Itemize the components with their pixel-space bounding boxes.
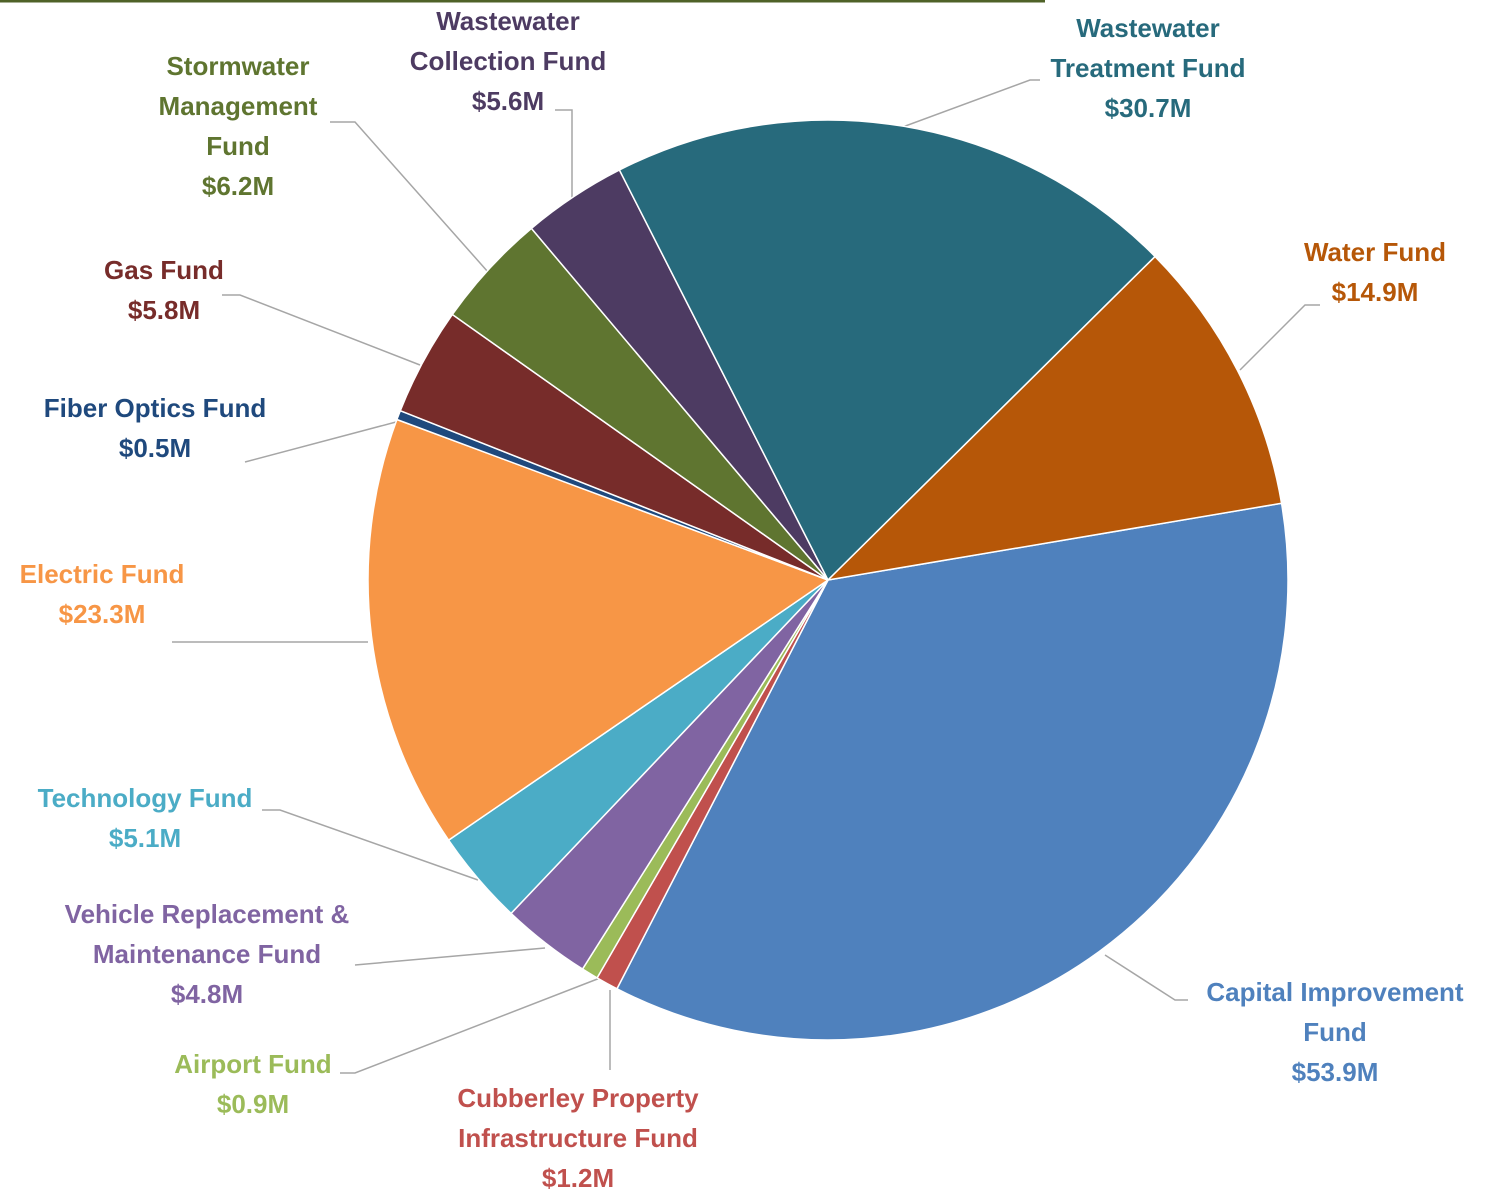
leader-line <box>1104 954 1188 1001</box>
leader-line <box>899 79 1040 129</box>
value-label: $5.8M <box>127 295 201 325</box>
category-label: Technology Fund <box>37 783 253 813</box>
slice-label: Fiber Optics Fund $0.5M <box>20 388 290 468</box>
slice-label: Wastewater Treatment Fund $30.7M <box>1028 8 1268 128</box>
leader-line <box>340 977 601 1074</box>
value-label: $4.8M <box>170 979 244 1009</box>
pie-slice <box>825 255 1283 582</box>
leader-line <box>244 421 397 463</box>
slice-label: Gas Fund $5.8M <box>84 250 244 330</box>
category-label: Stormwater Management Fund <box>158 51 318 161</box>
category-label: Airport Fund <box>174 1049 332 1079</box>
slice-label: Technology Fund $5.1M <box>15 778 275 858</box>
pie-slice <box>618 119 1157 582</box>
pie-slice <box>367 418 830 842</box>
slice-label: Stormwater Management Fund $6.2M <box>143 46 333 206</box>
category-label: Water Fund <box>1303 237 1447 267</box>
value-label: $5.1M <box>108 823 182 853</box>
value-label: $14.9M <box>1331 277 1419 307</box>
category-label: Wastewater Collection Fund <box>409 6 607 76</box>
slice-label: Airport Fund $0.9M <box>143 1044 363 1124</box>
value-label: $23.3M <box>58 599 146 629</box>
category-label: Fiber Optics Fund <box>43 393 267 423</box>
leader-line <box>354 947 546 966</box>
category-label: Electric Fund <box>19 559 185 589</box>
category-label: Vehicle Replacement & Maintenance Fund <box>64 899 350 969</box>
leader-lines <box>172 79 1320 1074</box>
value-label: $30.7M <box>1104 93 1192 123</box>
value-label: $6.2M <box>201 171 275 201</box>
value-label: $0.9M <box>216 1089 290 1119</box>
slices <box>367 119 1289 1041</box>
leader-line <box>330 121 489 273</box>
slice-label: Wastewater Collection Fund $5.6M <box>393 1 623 121</box>
pie-slice <box>615 502 1289 1041</box>
slice-label: Vehicle Replacement & Maintenance Fund $4… <box>57 894 357 1014</box>
value-label: $1.2M <box>541 1163 615 1193</box>
leader-line <box>262 809 479 881</box>
category-label: Gas Fund <box>104 255 224 285</box>
leader-line <box>1239 304 1320 371</box>
slice-label: Cubberley Property Infrastructure Fund $1… <box>433 1078 723 1198</box>
value-label: $0.5M <box>118 433 192 463</box>
slice-label: Capital Improvement Fund $53.9M <box>1185 972 1485 1092</box>
category-label: Wastewater Treatment Fund <box>1050 13 1246 83</box>
leader-line <box>222 294 421 366</box>
slice-label: Electric Fund $23.3M <box>0 554 212 634</box>
category-label: Cubberley Property Infrastructure Fund <box>457 1083 699 1153</box>
category-label: Capital Improvement Fund <box>1206 977 1464 1047</box>
value-label: $5.6M <box>471 86 545 116</box>
value-label: $53.9M <box>1291 1057 1379 1087</box>
slice-label: Water Fund $14.9M <box>1270 232 1480 312</box>
leader-line <box>555 109 573 200</box>
